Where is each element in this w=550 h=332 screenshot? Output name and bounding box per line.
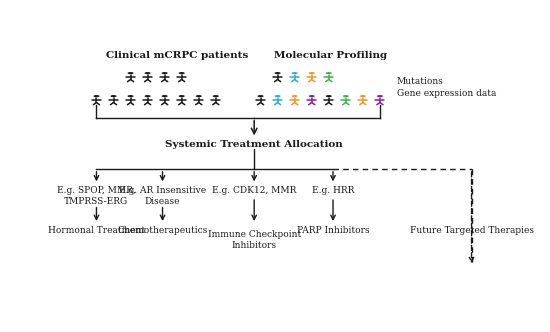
Text: Mutations
Gene expression data: Mutations Gene expression data xyxy=(397,77,496,98)
Text: E.g. CDK12, MMR: E.g. CDK12, MMR xyxy=(212,186,296,195)
Polygon shape xyxy=(179,95,185,97)
Text: PARP Inhibitors: PARP Inhibitors xyxy=(296,226,370,235)
Text: Hormonal Treatment: Hormonal Treatment xyxy=(48,226,145,235)
Polygon shape xyxy=(162,72,168,74)
Polygon shape xyxy=(377,95,383,97)
Polygon shape xyxy=(257,95,263,97)
Polygon shape xyxy=(274,95,280,97)
Polygon shape xyxy=(343,95,349,97)
Text: Chemotherapeutics: Chemotherapeutics xyxy=(117,226,208,235)
Polygon shape xyxy=(128,72,134,74)
Polygon shape xyxy=(128,95,134,97)
Polygon shape xyxy=(326,72,332,74)
Polygon shape xyxy=(94,95,100,97)
Polygon shape xyxy=(326,95,332,97)
Polygon shape xyxy=(274,72,280,74)
Polygon shape xyxy=(360,95,366,97)
Text: Systemic Treatment Allocation: Systemic Treatment Allocation xyxy=(166,140,343,149)
Polygon shape xyxy=(162,95,168,97)
Polygon shape xyxy=(111,95,117,97)
Polygon shape xyxy=(196,95,202,97)
Polygon shape xyxy=(179,72,185,74)
Polygon shape xyxy=(145,72,151,74)
Text: Clinical mCRPC patients: Clinical mCRPC patients xyxy=(106,51,249,60)
Text: E.g. AR Insensitive
Disease: E.g. AR Insensitive Disease xyxy=(119,186,206,206)
Polygon shape xyxy=(213,95,219,97)
Text: Molecular Profiling: Molecular Profiling xyxy=(274,51,387,60)
Text: Future Targeted Therapies: Future Targeted Therapies xyxy=(410,226,534,235)
Polygon shape xyxy=(145,95,151,97)
Polygon shape xyxy=(292,95,298,97)
Polygon shape xyxy=(292,72,298,74)
Text: E.g. HRR: E.g. HRR xyxy=(312,186,354,195)
Polygon shape xyxy=(309,95,315,97)
Text: E.g. SPOP, MMR,
TMPRSS-ERG: E.g. SPOP, MMR, TMPRSS-ERG xyxy=(57,186,136,206)
Polygon shape xyxy=(309,72,315,74)
Text: Immune Checkpoint
Inhibitors: Immune Checkpoint Inhibitors xyxy=(207,229,301,250)
